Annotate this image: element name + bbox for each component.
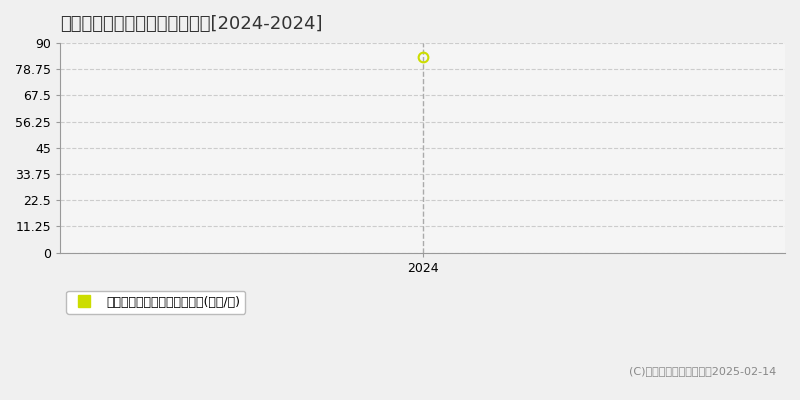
Text: 須賀川市　マンション価格推移[2024-2024]: 須賀川市 マンション価格推移[2024-2024] [60,15,322,33]
Text: (C)土地価格ドットコム　2025-02-14: (C)土地価格ドットコム 2025-02-14 [629,366,776,376]
Legend: マンション価格　平均坪単価(万円/坪): マンション価格 平均坪単価(万円/坪) [66,290,246,314]
